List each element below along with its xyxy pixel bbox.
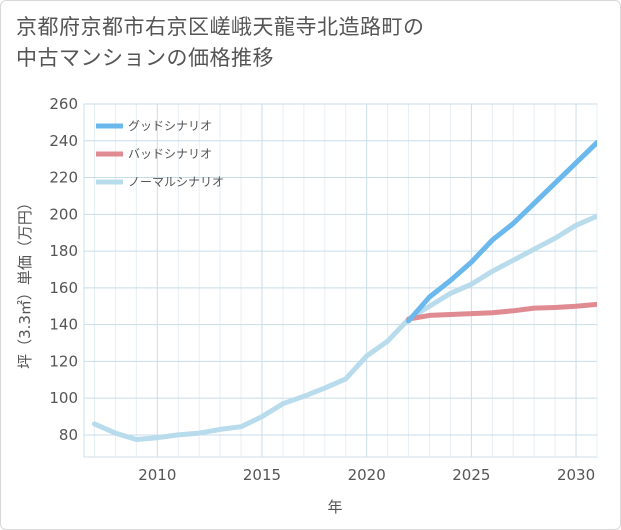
x-tick-label: 2015: [243, 466, 281, 484]
x-tick-label: 2030: [557, 466, 595, 484]
legend-label: バッドシナリオ: [128, 147, 212, 161]
x-tick-labels: 2010 2015 2020 2025 2030: [138, 466, 595, 484]
x-tick-label: 2010: [138, 466, 176, 484]
legend-label: グッドシナリオ: [128, 119, 212, 133]
y-tick-label: 240: [49, 132, 78, 150]
x-tick-label: 2020: [348, 466, 386, 484]
y-tick-label: 200: [49, 205, 78, 223]
series-line-1: [406, 301, 597, 322]
x-tick-label: 2025: [452, 466, 490, 484]
legend-label: ノーマルシナリオ: [128, 175, 224, 189]
series-line-2: [92, 213, 597, 442]
series-line-0: [406, 140, 597, 324]
y-tick-label: 100: [49, 389, 78, 407]
y-axis-title: 坪（3.3㎡）単価（万円）: [16, 195, 34, 369]
x-axis-title: 年: [327, 498, 342, 516]
y-tick-label: 120: [49, 352, 78, 370]
chart-title: 京都府京都市右京区嵯峨天龍寺北造路町の 中古マンションの価格推移: [16, 12, 425, 74]
grid: [83, 103, 598, 458]
y-tick-label: 260: [49, 95, 78, 113]
y-tick-label: 160: [49, 279, 78, 297]
series-lines: [92, 140, 597, 442]
y-tick-label: 220: [49, 169, 78, 187]
chart-title-line1: 京都府京都市右京区嵯峨天龍寺北造路町の: [16, 15, 425, 39]
y-tick-label: 180: [49, 242, 78, 260]
chart-title-line2: 中古マンションの価格推移: [16, 46, 274, 70]
y-tick-labels: 80 100 120 140 160 180 200 220 240 260: [49, 95, 78, 444]
y-tick-label: 140: [49, 316, 78, 334]
y-tick-label: 80: [59, 426, 78, 444]
